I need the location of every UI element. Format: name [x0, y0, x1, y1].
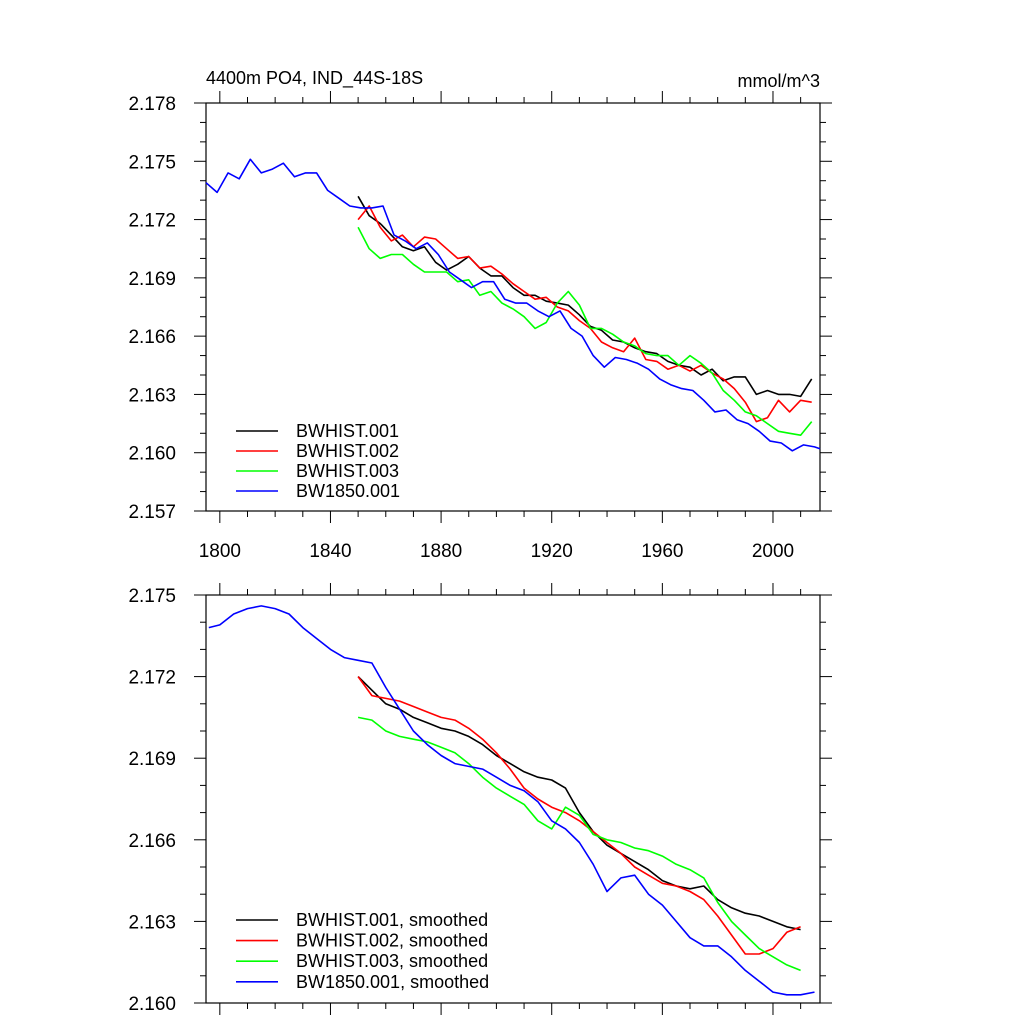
- plot-frame: [205, 102, 821, 512]
- y-tick-label: 2.175: [128, 586, 176, 607]
- plot-frame: [205, 594, 821, 1004]
- top-chart-units: mmol/m^3: [738, 71, 820, 91]
- series-line-4: [208, 605, 815, 996]
- y-tick-label: 2.160: [128, 994, 176, 1015]
- x-tick-label: 1920: [531, 541, 573, 562]
- y-tick-label: 2.163: [128, 385, 176, 406]
- legend-label: BWHIST.003, smoothed: [296, 951, 488, 971]
- series-line-4: [205, 158, 821, 452]
- legend-label: BWHIST.002, smoothed: [296, 931, 488, 951]
- y-tick-label: 2.169: [128, 269, 176, 290]
- series-line-1: [357, 195, 813, 398]
- legend-label: BWHIST.003: [296, 461, 399, 481]
- y-tick-label: 2.172: [128, 668, 176, 689]
- x-tick-label: 1880: [420, 541, 462, 562]
- y-tick-label: 2.163: [128, 912, 176, 933]
- series-line-3: [357, 716, 801, 972]
- legend-label: BWHIST.001: [296, 421, 399, 441]
- x-tick-label: 2000: [752, 541, 794, 562]
- legend-label: BWHIST.001, smoothed: [296, 910, 488, 930]
- legend-label: BW1850.001: [296, 481, 400, 501]
- y-tick-label: 2.166: [128, 327, 176, 348]
- series-line-3: [357, 226, 813, 437]
- series-line-2: [357, 205, 812, 423]
- y-tick-label: 2.175: [128, 152, 176, 173]
- y-tick-label: 2.160: [128, 444, 176, 465]
- x-tick-label: 1800: [199, 541, 241, 562]
- series-line-2: [357, 676, 801, 955]
- series-line-1: [357, 676, 801, 931]
- y-tick-label: 2.157: [128, 502, 176, 523]
- y-tick-label: 2.172: [128, 211, 176, 232]
- legend-label: BWHIST.002: [296, 441, 399, 461]
- x-tick-label: 1840: [309, 541, 351, 562]
- y-tick-label: 2.166: [128, 831, 176, 852]
- legend-label: BW1850.001, smoothed: [296, 972, 489, 992]
- top-panel: 1800 1840 1880 1920 1960 2000 2.157 2.160 2.163 2…: [128, 91, 832, 562]
- top-chart-title: 4400m PO4, IND_44S-18S: [206, 68, 423, 89]
- y-tick-label: 2.178: [128, 94, 176, 115]
- bottom-panel: 2.160 2.163 2.166 2.169 2.172 2.175 BWHIST.001…: [128, 583, 832, 1015]
- x-tick-label: 1960: [641, 541, 683, 562]
- y-tick-label: 2.169: [128, 749, 176, 770]
